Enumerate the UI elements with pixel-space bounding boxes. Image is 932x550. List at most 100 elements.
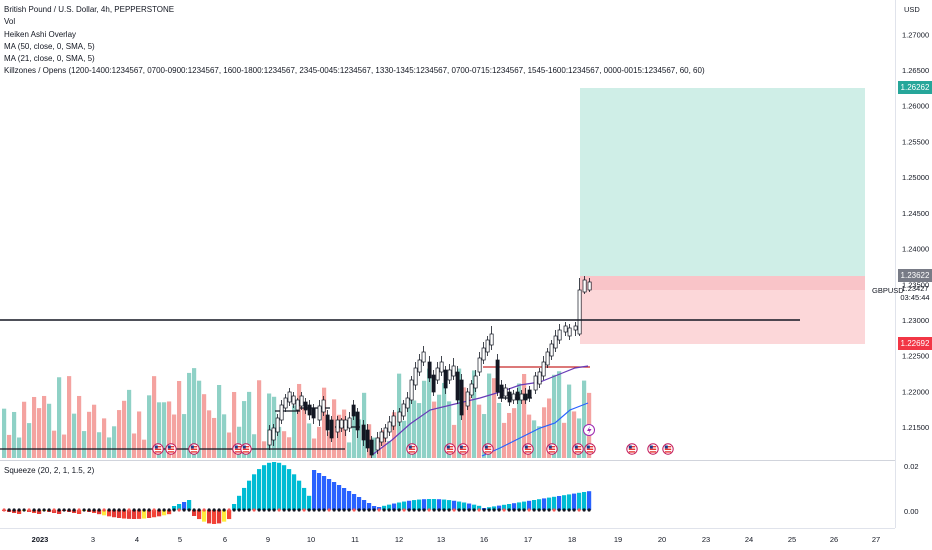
candle-body[interactable] [587,281,592,291]
candle-body[interactable] [303,401,308,411]
candle-body[interactable] [549,343,554,357]
candle-body[interactable] [317,405,322,421]
candle-body[interactable] [511,393,516,401]
candle-body[interactable] [299,395,304,407]
candle-body[interactable] [567,327,572,337]
candle-body[interactable] [553,335,558,349]
us-flag-event-icon[interactable] [662,443,674,455]
candle-body[interactable] [527,389,532,399]
candle-body[interactable] [495,359,500,393]
candle-body[interactable] [485,339,490,353]
price-axis[interactable]: USD 1.27000 1.26500 1.26000 1.25500 1.25000 1.… [902,5,929,516]
candle-body[interactable] [469,383,474,396]
candle-body[interactable] [347,417,352,429]
candle-body[interactable] [523,393,528,401]
candle-body[interactable] [307,404,312,416]
candle-body[interactable] [545,351,550,366]
candle-body[interactable] [582,279,587,293]
candle-body[interactable] [413,367,418,386]
candle-body[interactable] [443,369,448,389]
legend-killzones[interactable]: Killzones / Opens (1200-1400:1234567, 07… [4,66,705,76]
candle-body[interactable] [409,379,414,401]
candle-body[interactable] [431,374,436,393]
ma50-line[interactable] [371,365,589,456]
legend-ma21[interactable]: MA (21, close, 0, SMA, 5) [4,54,95,64]
candle-body[interactable] [421,351,426,363]
candle-body[interactable] [267,429,272,446]
candle-body[interactable] [447,369,452,381]
candle-body[interactable] [401,403,406,417]
candle-body[interactable] [275,417,280,433]
candle-body[interactable] [325,414,330,431]
candle-body[interactable] [343,419,348,431]
squeeze-legend[interactable]: Squeeze (20, 2, 1, 1.5, 2) [4,466,95,475]
candle-body[interactable] [507,391,512,403]
candle-body[interactable] [459,379,464,416]
us-flag-event-icon[interactable] [647,443,659,455]
us-flag-event-icon[interactable] [584,443,596,455]
candle-body[interactable] [455,371,460,401]
candle-body[interactable] [295,399,300,411]
candle-body[interactable] [489,333,494,346]
candle-body[interactable] [383,427,388,439]
ma21-line[interactable] [481,402,589,457]
candle-body[interactable] [291,395,296,405]
candle-body[interactable] [519,393,524,401]
us-flag-event-icon[interactable] [232,443,244,455]
us-flag-event-icon[interactable] [546,443,558,455]
candle-body[interactable] [365,429,370,449]
heiken-ashi-candles[interactable] [267,276,592,458]
candle-body[interactable] [503,387,508,397]
candle-body[interactable] [271,427,276,441]
candle-body[interactable] [339,419,344,429]
candle-body[interactable] [387,421,392,433]
candle-body[interactable] [379,431,384,443]
candle-body[interactable] [451,365,456,377]
us-flag-event-icon[interactable] [165,443,177,455]
candle-body[interactable] [577,289,582,335]
us-flag-event-icon[interactable] [406,443,418,455]
candle-body[interactable] [329,419,334,439]
us-flag-event-icon[interactable] [240,443,252,455]
us-flag-event-icon[interactable] [457,443,469,455]
legend-ma50[interactable]: MA (50, close, 0, SMA, 5) [4,41,95,51]
us-flag-event-icon[interactable] [444,443,456,455]
us-flag-event-icon[interactable] [572,443,584,455]
candle-body[interactable] [439,361,444,373]
candle-body[interactable] [427,361,432,379]
candle-body[interactable] [283,397,288,409]
candle-body[interactable] [311,407,316,419]
candle-body[interactable] [465,391,470,407]
legend-title[interactable]: British Pound / U.S. Dollar, 4h, PEPPERS… [4,5,175,14]
us-flag-event-icon[interactable] [626,443,638,455]
candle-body[interactable] [417,359,422,373]
candle-body[interactable] [477,357,482,373]
candle-body[interactable] [573,325,578,331]
candle-body[interactable] [279,404,284,421]
candle-body[interactable] [515,391,520,401]
candle-body[interactable] [397,411,402,423]
candle-body[interactable] [287,391,292,403]
candle-body[interactable] [541,361,546,377]
candle-body[interactable] [351,404,356,417]
candle-body[interactable] [473,375,478,389]
time-axis[interactable]: 2023 3 4 5 6 9 10 11 12 13 16 17 18 19 20 23 24 25 26 27 [32,535,881,544]
candle-body[interactable] [557,329,562,341]
candle-body[interactable] [435,367,440,381]
us-flag-event-icon[interactable] [188,443,200,455]
us-flag-event-icon[interactable] [482,443,494,455]
candle-body[interactable] [499,384,504,399]
candle-body[interactable] [355,411,360,431]
candle-body[interactable] [375,437,380,451]
candle-body[interactable] [405,397,410,409]
candle-body[interactable] [537,371,542,385]
candle-body[interactable] [481,347,486,361]
legend-volume[interactable]: Vol [4,17,16,27]
legend-heiken-ashi[interactable]: Heiken Ashi Overlay [4,29,77,39]
candle-body[interactable] [321,399,326,413]
candle-body[interactable] [391,415,396,427]
long-position-tool[interactable] [580,88,865,344]
candle-body[interactable] [533,375,538,391]
candle-body[interactable] [563,325,568,333]
